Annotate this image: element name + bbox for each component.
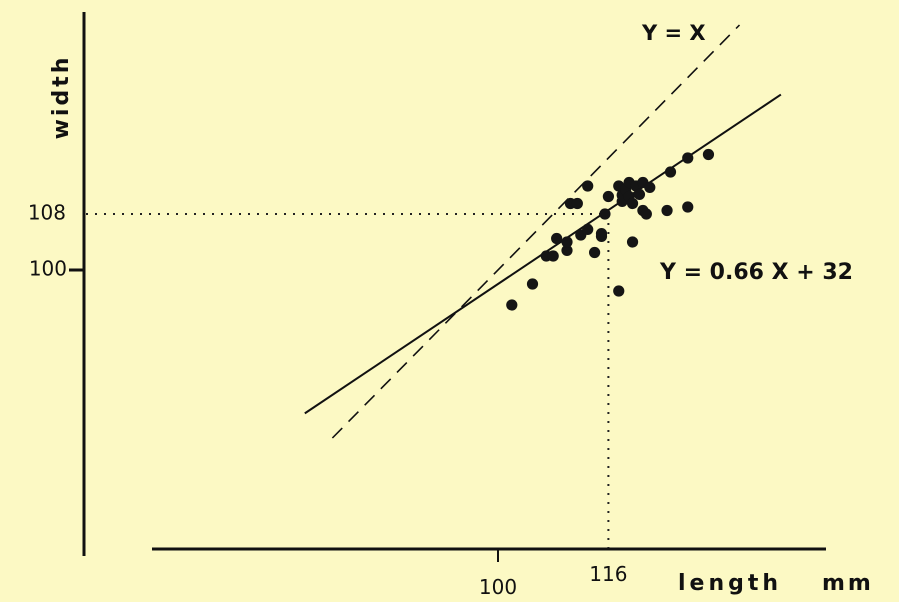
x-tick-label: 116 — [589, 562, 627, 586]
data-point — [602, 190, 615, 203]
data-point — [526, 278, 539, 290]
data-point — [506, 299, 518, 311]
data-point — [633, 188, 646, 200]
data-point — [644, 181, 656, 193]
data-point — [682, 201, 694, 213]
data-point — [640, 208, 652, 220]
regression-line-label: Y = 0.66 X + 32 — [659, 260, 853, 285]
x-axis-label: length — [678, 571, 782, 596]
data-point — [664, 166, 677, 178]
identity-line — [331, 24, 741, 439]
y-tick-label: 100 — [29, 257, 67, 281]
data-point — [571, 197, 583, 210]
data-point — [599, 208, 611, 220]
data-point — [661, 204, 673, 217]
x-axis-unit: mm — [822, 571, 874, 596]
data-point — [561, 236, 573, 248]
data-point — [561, 244, 573, 256]
data-point — [547, 250, 559, 262]
data-point — [702, 148, 715, 161]
x-tick-label: 100 — [479, 575, 517, 599]
data-point — [595, 228, 608, 240]
data-point — [551, 232, 563, 245]
data-point — [613, 285, 625, 297]
y-tick-label: 108 — [28, 201, 66, 225]
identity-line-label: Y = X — [641, 21, 706, 45]
data-point — [589, 246, 601, 259]
data-point — [582, 223, 594, 235]
data-point — [582, 180, 594, 192]
data-point — [626, 197, 639, 210]
data-point — [682, 152, 694, 164]
y-axis-label: width — [49, 55, 74, 140]
data-point — [626, 236, 639, 248]
